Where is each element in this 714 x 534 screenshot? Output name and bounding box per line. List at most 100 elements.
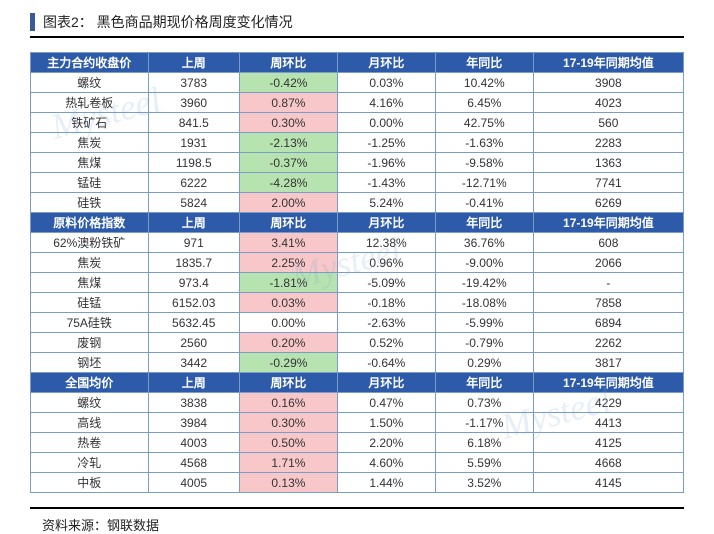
yoy-change: 6.18%	[435, 433, 533, 453]
avg-17-19: 6269	[533, 193, 683, 213]
table-row: 冷轧45681.71%4.60%5.59%4668	[31, 453, 684, 473]
mom-change: -0.64%	[337, 353, 435, 373]
row-name: 硅锰	[31, 293, 149, 313]
row-name: 75A硅铁	[31, 313, 149, 333]
avg-17-19: 2283	[533, 133, 683, 153]
row-name: 焦炭	[31, 253, 149, 273]
avg-17-19: 560	[533, 113, 683, 133]
row-name: 铁矿石	[31, 113, 149, 133]
wow-change: 0.03%	[239, 293, 337, 313]
avg-17-19: 4023	[533, 93, 683, 113]
mom-change: -0.18%	[337, 293, 435, 313]
wow-change: 3.41%	[239, 233, 337, 253]
row-name: 中板	[31, 473, 149, 493]
avg-17-19: 4413	[533, 413, 683, 433]
avg-17-19: 2066	[533, 253, 683, 273]
wow-change: 1.71%	[239, 453, 337, 473]
wow-change: -4.28%	[239, 173, 337, 193]
yoy-change: 10.42%	[435, 73, 533, 93]
mom-change: 2.20%	[337, 433, 435, 453]
table-row: 硅锰6152.030.03%-0.18%-18.08%7858	[31, 293, 684, 313]
header-cell: 上周	[148, 53, 239, 73]
yoy-change: -0.79%	[435, 333, 533, 353]
table-row: 高线39840.30%1.50%-1.17%4413	[31, 413, 684, 433]
header-cell: 周环比	[239, 373, 337, 393]
avg-17-19: 4229	[533, 393, 683, 413]
section-header: 全国均价上周周环比月环比年同比17-19年同期均值	[31, 373, 684, 393]
wow-change: 0.87%	[239, 93, 337, 113]
last-week: 1835.7	[148, 253, 239, 273]
yoy-change: 6.45%	[435, 93, 533, 113]
last-week: 971	[148, 233, 239, 253]
table-row: 焦炭1931-2.13%-1.25%-1.63%2283	[31, 133, 684, 153]
yoy-change: 36.76%	[435, 233, 533, 253]
footer-rule: 资料来源：钢联数据	[30, 507, 684, 534]
row-name: 焦煤	[31, 153, 149, 173]
wow-change: 0.16%	[239, 393, 337, 413]
yoy-change: 0.73%	[435, 393, 533, 413]
table-row: 螺纹3783-0.42%0.03%10.42%3908	[31, 73, 684, 93]
table-row: 62%澳粉铁矿9713.41%12.38%36.76%608	[31, 233, 684, 253]
avg-17-19: 4145	[533, 473, 683, 493]
row-name: 螺纹	[31, 73, 149, 93]
mom-change: 5.24%	[337, 193, 435, 213]
mom-change: 0.00%	[337, 113, 435, 133]
last-week: 3960	[148, 93, 239, 113]
mom-change: -5.09%	[337, 273, 435, 293]
table-row: 焦煤1198.5-0.37%-1.96%-9.58%1363	[31, 153, 684, 173]
header-cell: 主力合约收盘价	[31, 53, 149, 73]
header-cell: 月环比	[337, 213, 435, 233]
row-name: 硅铁	[31, 193, 149, 213]
yoy-change: -5.99%	[435, 313, 533, 333]
last-week: 1931	[148, 133, 239, 153]
data-source: 资料来源：钢联数据	[42, 515, 684, 534]
mom-change: 0.96%	[337, 253, 435, 273]
yoy-change: -9.00%	[435, 253, 533, 273]
row-name: 热卷	[31, 433, 149, 453]
header-cell: 17-19年同期均值	[533, 373, 683, 393]
table-row: 中板40050.13%1.44%3.52%4145	[31, 473, 684, 493]
table-row: 废钢25600.20%0.52%-0.79%2262	[31, 333, 684, 353]
avg-17-19: 6894	[533, 313, 683, 333]
table-row: 锰硅6222-4.28%-1.43%-12.71%7741	[31, 173, 684, 193]
wow-change: 0.00%	[239, 313, 337, 333]
last-week: 6222	[148, 173, 239, 193]
table-row: 75A硅铁5632.450.00%-2.63%-5.99%6894	[31, 313, 684, 333]
avg-17-19: 608	[533, 233, 683, 253]
header-cell: 年同比	[435, 213, 533, 233]
row-name: 热轧卷板	[31, 93, 149, 113]
yoy-change: -1.17%	[435, 413, 533, 433]
avg-17-19: 4668	[533, 453, 683, 473]
row-name: 锰硅	[31, 173, 149, 193]
wow-change: 0.50%	[239, 433, 337, 453]
mom-change: 0.52%	[337, 333, 435, 353]
mom-change: 0.47%	[337, 393, 435, 413]
mom-change: 12.38%	[337, 233, 435, 253]
last-week: 2560	[148, 333, 239, 353]
avg-17-19: 3817	[533, 353, 683, 373]
wow-change: -1.81%	[239, 273, 337, 293]
avg-17-19: -	[533, 273, 683, 293]
last-week: 5824	[148, 193, 239, 213]
mom-change: 1.44%	[337, 473, 435, 493]
wow-change: 0.20%	[239, 333, 337, 353]
last-week: 3442	[148, 353, 239, 373]
yoy-change: -19.42%	[435, 273, 533, 293]
price-table: 主力合约收盘价上周周环比月环比年同比17-19年同期均值螺纹3783-0.42%…	[30, 52, 684, 493]
table-row: 钢坯3442-0.29%-0.64%0.29%3817	[31, 353, 684, 373]
last-week: 3783	[148, 73, 239, 93]
mom-change: -1.43%	[337, 173, 435, 193]
header-cell: 月环比	[337, 53, 435, 73]
avg-17-19: 7741	[533, 173, 683, 193]
table-wrapper: Mysteel Mysteel Mysteel 主力合约收盘价上周周环比月环比年…	[30, 52, 684, 493]
table-row: 铁矿石841.50.30%0.00%42.75%560	[31, 113, 684, 133]
table-row: 热轧卷板39600.87%4.16%6.45%4023	[31, 93, 684, 113]
wow-change: -0.42%	[239, 73, 337, 93]
yoy-change: -0.41%	[435, 193, 533, 213]
yoy-change: -9.58%	[435, 153, 533, 173]
last-week: 5632.45	[148, 313, 239, 333]
last-week: 973.4	[148, 273, 239, 293]
row-name: 焦炭	[31, 133, 149, 153]
row-name: 螺纹	[31, 393, 149, 413]
last-week: 3838	[148, 393, 239, 413]
